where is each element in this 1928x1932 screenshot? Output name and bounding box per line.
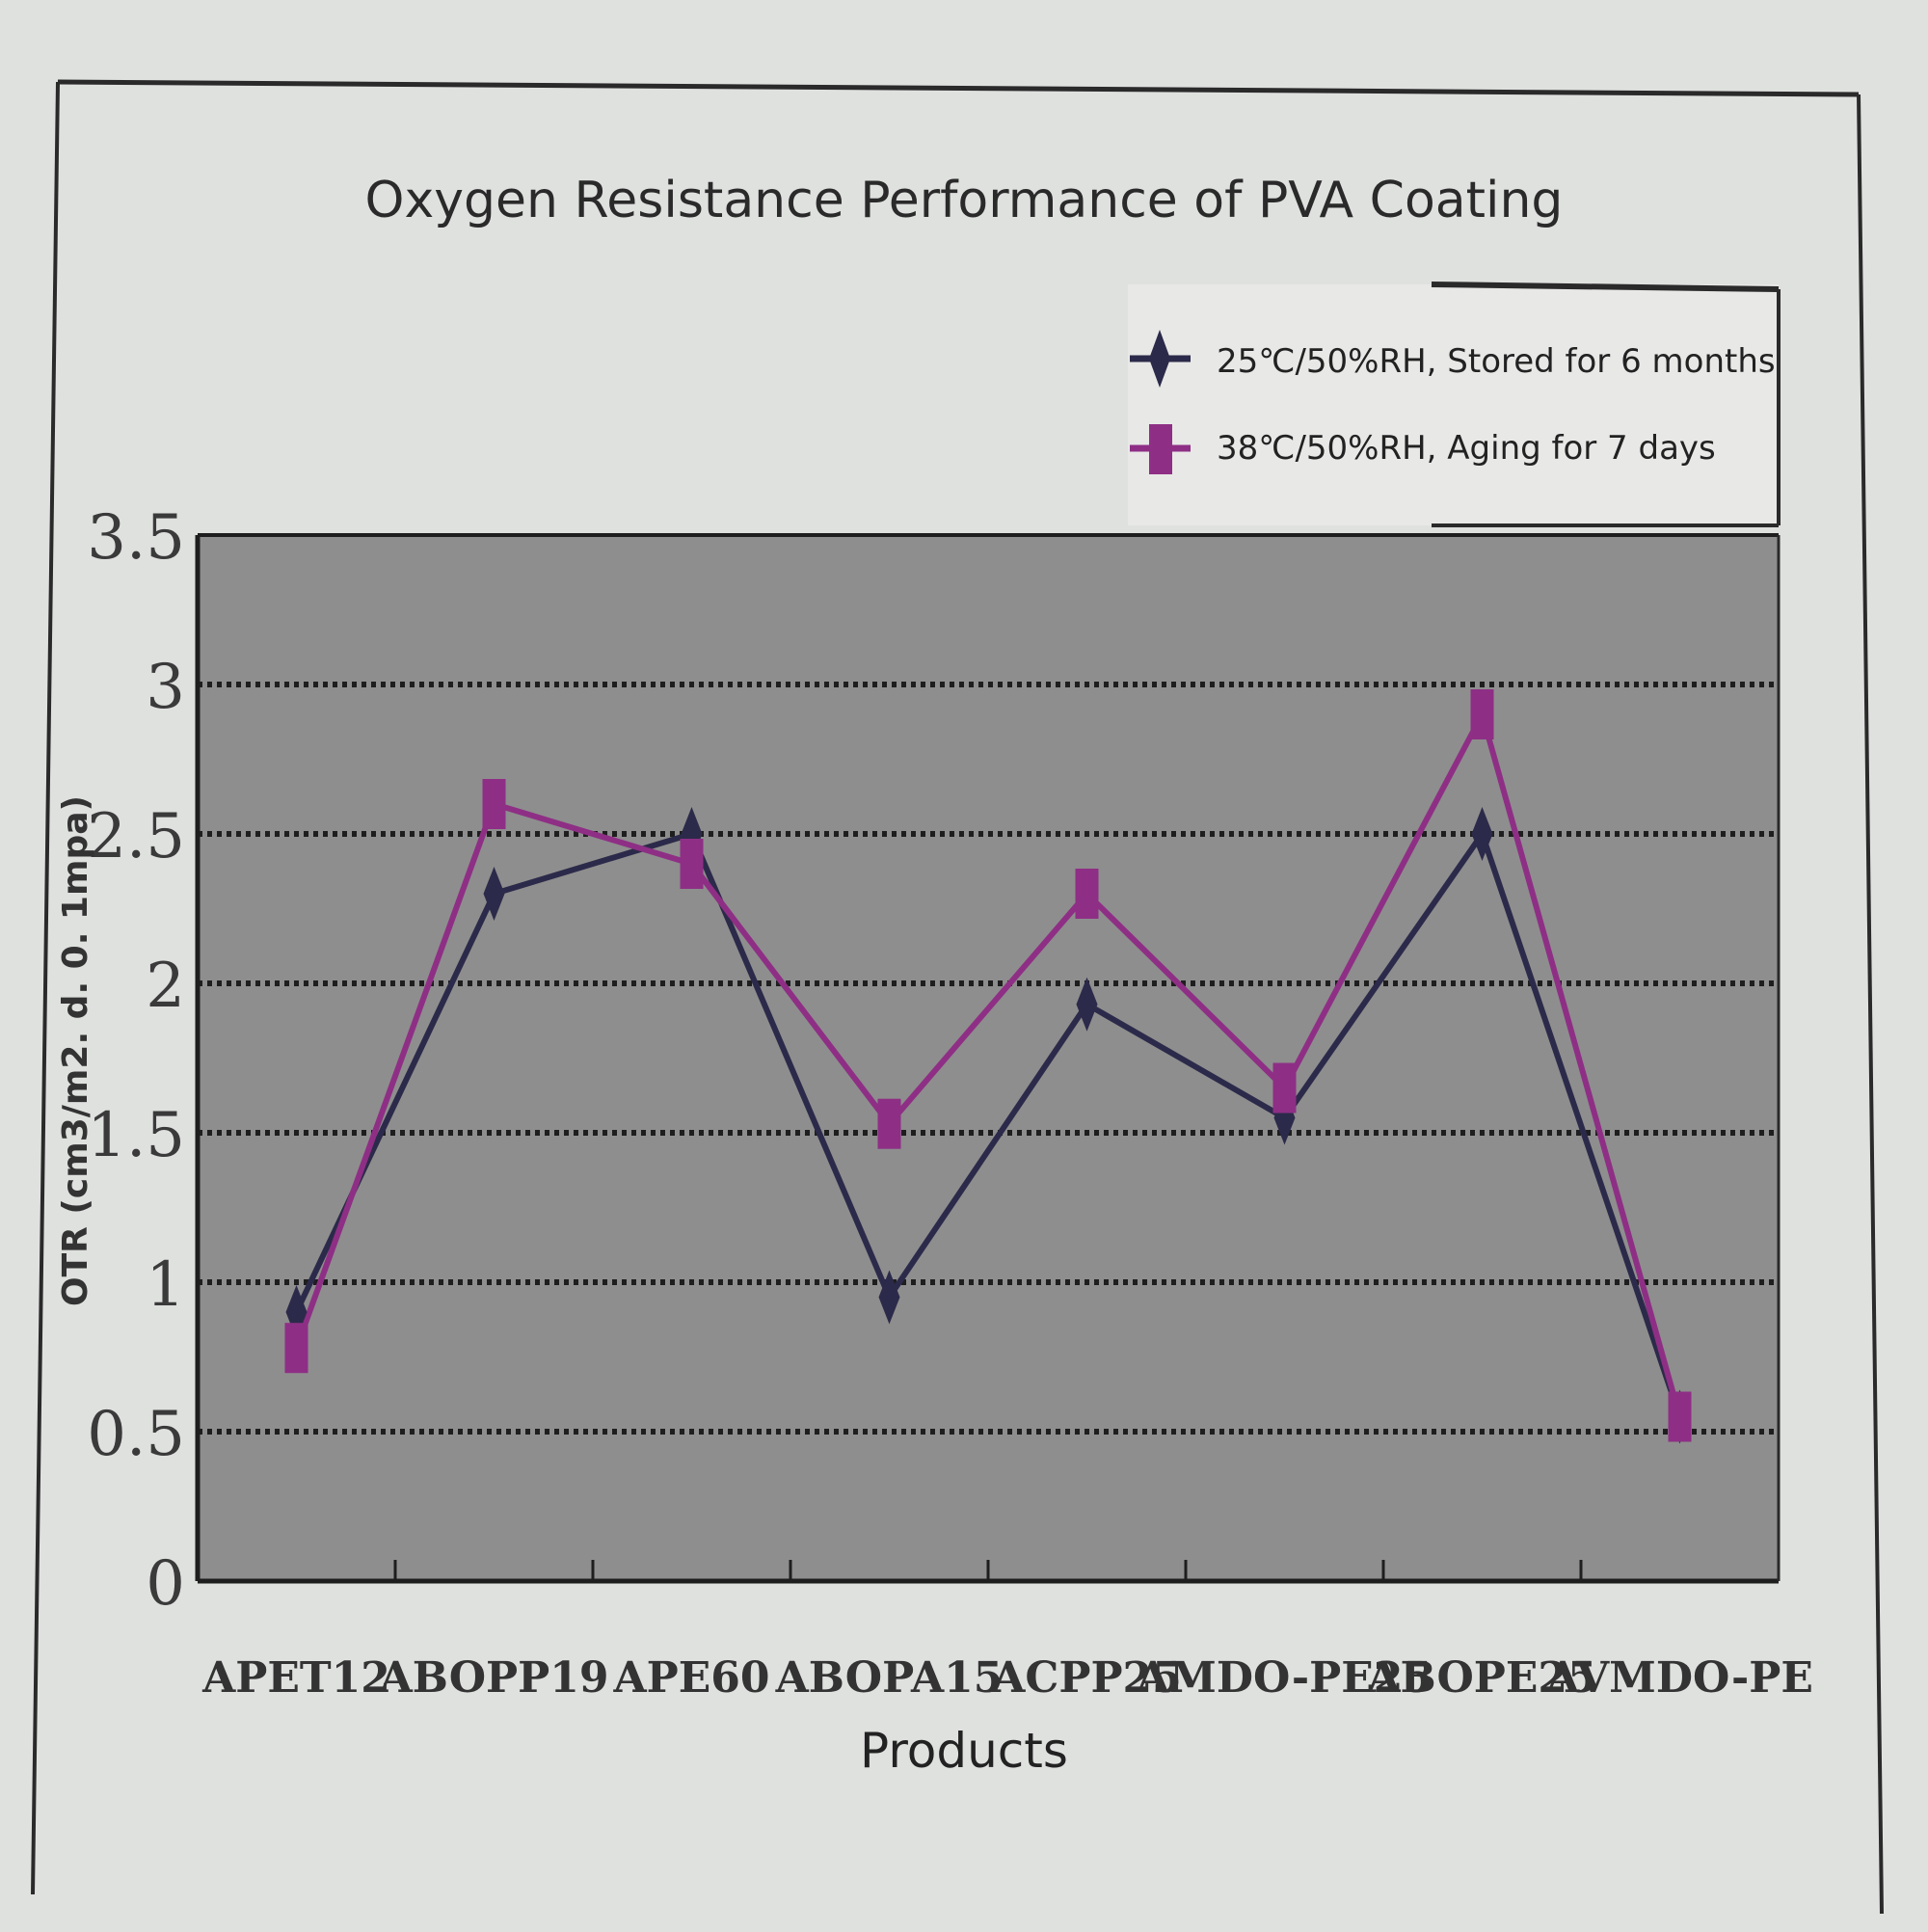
- y-tick-label: 3: [146, 652, 185, 723]
- series-2-point: [1668, 1391, 1692, 1442]
- y-tick-label: 2.5: [87, 801, 185, 872]
- series-1-point: [483, 867, 505, 921]
- series-2-point: [284, 1323, 308, 1374]
- series-lines: [293, 711, 1683, 1418]
- y-axis-label: OTR (cm3/m2. d. 0. 1mpa): [56, 795, 95, 1306]
- legend-item-series-1: 25℃/50%RH, Stored for 6 months: [1130, 330, 1776, 388]
- series-1-point: [878, 1270, 900, 1325]
- legend-label-series-2: 38℃/50%RH, Aging for 7 days: [1217, 429, 1716, 468]
- legend-label-series-1: 25℃/50%RH, Stored for 6 months: [1217, 342, 1776, 381]
- frame-right: [1857, 94, 1884, 1915]
- chart-title: Oxygen Resistance Performance of PVA Coa…: [365, 172, 1564, 229]
- x-axis-label: Products: [860, 1723, 1068, 1779]
- x-tick-label: ABOPE25: [1366, 1653, 1596, 1703]
- legend-box: [1128, 284, 1779, 525]
- x-tick-label: AVMDO-PE: [1545, 1653, 1813, 1703]
- legend-swatch-marker-series-2: [1149, 424, 1172, 474]
- y-tick-label: 3.5: [87, 502, 185, 574]
- y-tick-label: 0.5: [87, 1399, 185, 1470]
- x-tick-label: AMDO-PE25: [1136, 1653, 1433, 1703]
- series-1-point: [1076, 977, 1098, 1032]
- series-2-point: [1075, 869, 1099, 919]
- legend-swatch-marker-series-1: [1149, 330, 1170, 388]
- series-2-point: [482, 779, 506, 829]
- series-1-point: [1471, 807, 1493, 861]
- series-2-point: [680, 839, 704, 889]
- y-axis-ticks: 0 0.5 1 1.5 2 2.5 3 3.5: [87, 502, 185, 1620]
- y-tick-label: 2: [146, 951, 185, 1022]
- legend: 25℃/50%RH, Stored for 6 months 38℃/50%RH…: [1128, 282, 1781, 527]
- x-tick-label: ACPP25: [991, 1653, 1182, 1703]
- frame-left: [31, 81, 60, 1895]
- x-tick-label: ABOPA15: [775, 1653, 1004, 1703]
- y-tick-label: 0: [146, 1548, 185, 1620]
- series-2-point: [1272, 1062, 1297, 1114]
- series-2-point: [1470, 689, 1494, 739]
- frame-top: [57, 79, 1860, 97]
- legend-border-top: [1431, 282, 1780, 292]
- y-tick-label: 1.5: [87, 1100, 185, 1171]
- series-line-2: [293, 711, 1683, 1418]
- gridlines: [198, 682, 1779, 1435]
- x-tick-label: APE60: [613, 1653, 770, 1703]
- series-markers: [284, 689, 1692, 1444]
- legend-item-series-2: 38℃/50%RH, Aging for 7 days: [1130, 424, 1716, 474]
- series-line-1: [293, 831, 1683, 1418]
- x-tick-label: APET12: [201, 1653, 390, 1703]
- series-2-point: [877, 1098, 901, 1149]
- plot-area: [198, 535, 1779, 1581]
- x-tick-label: ABOPP19: [379, 1653, 609, 1703]
- y-tick-label: 1: [146, 1249, 185, 1321]
